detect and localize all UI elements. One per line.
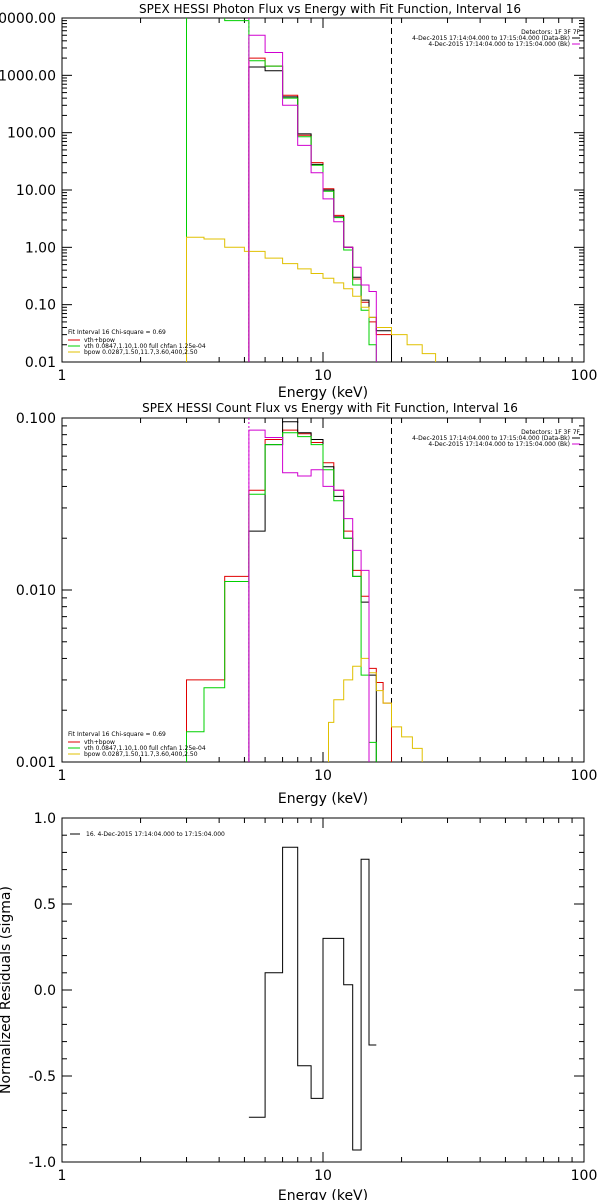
panel-photon-flux: SPEX HESSI Photon Flux vs Energy with Fi… [0, 2, 597, 401]
panel1-series [186, 18, 437, 362]
panel2-legend-detectors: Detectors: 1F 3F 7F [521, 429, 580, 436]
x-tick-label: 10 [314, 1168, 332, 1184]
panel1-legend-vthbpow: vth+bpow [84, 337, 115, 344]
y-tick-label: -0.5 [29, 1069, 56, 1085]
y-tick-label: 1000.00 [0, 68, 56, 84]
panel2-series [186, 418, 423, 762]
y-tick-label: 0.0 [34, 983, 56, 999]
x-tick-label: 100 [571, 368, 598, 384]
x-tick-label: 100 [571, 768, 598, 784]
y-tick-label: 0.01 [25, 355, 56, 371]
series-data-bk [248, 429, 370, 762]
y-tick-label: 0.001 [16, 755, 56, 771]
y-tick-label: 0.100 [16, 411, 56, 427]
panel1-legend-detectors: Detectors: 1F 3F 7F [521, 29, 580, 36]
panel2-legend-vth: vth 0.0847,1.10,1.00 full chfan 1.25e-04 [84, 745, 206, 752]
panel1-legend-vth: vth 0.0847,1.10,1.00 full chfan 1.25e-04 [84, 343, 206, 350]
series-data-bk [248, 34, 377, 362]
panel2-legend-bpow: bpow 0.0287,1.50,11.7,3.60,400,2.50 [84, 751, 198, 758]
panel2-title: SPEX HESSI Count Flux vs Energy with Fit… [142, 401, 518, 415]
panel-count-flux: SPEX HESSI Count Flux vs Energy with Fit… [16, 401, 597, 807]
series-total [248, 421, 377, 762]
x-tick-label: 1 [58, 768, 67, 784]
y-tick-label: 10.00 [16, 183, 56, 199]
panel3-xlabel: Energy (keV) [278, 1188, 368, 1200]
panel1-legend-fit: Fit Interval 16 Chi-square = 0.69 [68, 329, 166, 336]
panel1-xlabel: Energy (keV) [278, 385, 368, 401]
panel3-series [248, 846, 377, 1151]
series-residuals [248, 846, 377, 1151]
panel1-legend-bk: 4-Dec-2015 17:14:04.000 to 17:15:04.000 … [428, 41, 570, 48]
x-tick-label: 10 [314, 768, 332, 784]
y-tick-label: 0.10 [25, 298, 56, 314]
y-tick-label: -1.0 [29, 1155, 56, 1171]
y-tick-label: 0.5 [34, 897, 56, 913]
panel1-ticks: 1 10 100 0.01 0.10 1.00 10.00 100.00 1000.00 1000… [0, 11, 597, 384]
y-tick-label: 10000.00 [0, 11, 56, 27]
y-tick-label: 1.00 [25, 240, 56, 256]
series-vth-bpow [248, 57, 392, 362]
x-tick-label: 1 [58, 1168, 67, 1184]
series-vth-bpow [186, 429, 392, 762]
panel2-legend-vthbpow: vth+bpow [84, 739, 115, 746]
panel2-legend-bk: 4-Dec-2015 17:14:04.000 to 17:15:04.000 … [428, 441, 570, 448]
panel2-xlabel: Energy (keV) [278, 791, 368, 807]
panel3-legend: 16. 4-Dec-2015 17:14:04.000 to 17:15:04.… [86, 831, 225, 838]
panel3-ticks: 1 10 100 -1.0 -0.5 0.0 0.5 1.0 [29, 811, 598, 1184]
y-tick-label: 100.00 [7, 126, 56, 142]
x-tick-label: 1 [58, 368, 67, 384]
y-tick-label: 1.0 [34, 811, 56, 827]
series-vth [186, 432, 377, 762]
panel2-legend-databk: 4-Dec-2015 17:14:04.000 to 17:15:04.000 … [412, 435, 570, 442]
panel1-legend-bpow: bpow 0.0287,1.50,11.7,3.60,400,2.50 [84, 349, 198, 356]
panel1-legend-databk: 4-Dec-2015 17:14:04.000 to 17:15:04.000 … [412, 35, 570, 42]
y-tick-label: 0.010 [16, 583, 56, 599]
series-vth [186, 18, 377, 362]
panel1-title: SPEX HESSI Photon Flux vs Energy with Fi… [139, 2, 521, 16]
x-tick-label: 100 [571, 1168, 598, 1184]
panel-residuals: 1 10 100 -1.0 -0.5 0.0 0.5 1.0 Energy (keV) Nor… [0, 811, 597, 1200]
panel3-ylabel: Normalized Residuals (sigma) [0, 886, 14, 1094]
panel2-legend-fit: Fit Interval 16 Chi-square = 0.69 [68, 731, 166, 738]
series-bpow [186, 236, 437, 362]
x-tick-label: 10 [314, 368, 332, 384]
panel2-ticks: 1 10 100 0.001 0.010 0.100 [16, 411, 597, 784]
